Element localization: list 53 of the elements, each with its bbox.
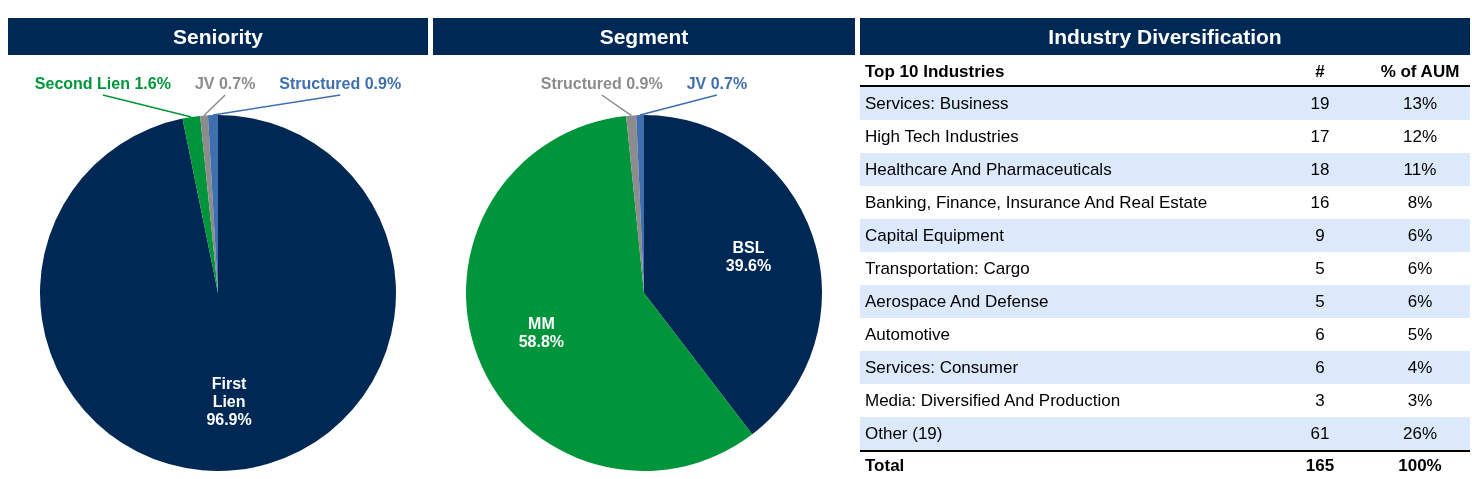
data-label: 6: [1314, 323, 1326, 346]
slice-label: Structured 0.9%: [540, 75, 663, 93]
data-label: 17: [1309, 125, 1331, 148]
data-label: 8%: [1406, 191, 1434, 214]
category-label: Aerospace And Defense: [860, 285, 1270, 318]
data-label: 19: [1270, 86, 1370, 120]
data-label: 12%: [1402, 125, 1438, 148]
data-label: 5%: [1406, 323, 1434, 346]
data-label: 96.9%: [206, 411, 252, 429]
category-label: Healthcare And Pharmaceuticals: [860, 153, 1270, 186]
data-label: 6: [1270, 351, 1370, 384]
text: Industry Diversification: [860, 18, 1470, 55]
data-label: 18: [1270, 153, 1370, 186]
category-label: Media: Diversified And Production: [864, 389, 1122, 412]
data-label: 6%: [1370, 219, 1470, 252]
data-label: 6%: [1370, 285, 1470, 318]
category-label: Transportation: Cargo: [864, 257, 1031, 280]
data-label: 13%: [1370, 86, 1470, 120]
category-label: Services: Consumer: [860, 351, 1270, 384]
category-label: Services: Business: [860, 86, 1270, 120]
category-label: High Tech Industries: [864, 125, 1020, 148]
data-label: 6%: [1406, 257, 1434, 280]
series-label: #: [1270, 59, 1370, 86]
data-label: 9: [1270, 219, 1370, 252]
data-label: 3%: [1406, 389, 1434, 412]
category-label: Automotive: [864, 323, 952, 346]
data-label: 61: [1270, 417, 1370, 451]
slice-label: BSL: [732, 238, 765, 256]
data-label: 5: [1270, 285, 1370, 318]
data-label: 26%: [1370, 417, 1470, 451]
data-label: 16: [1309, 191, 1331, 214]
category-label: Capital Equipment: [860, 219, 1270, 252]
data-label: 11%: [1370, 153, 1470, 186]
category-label: Total: [860, 451, 1270, 479]
data-label: 39.6%: [725, 256, 772, 274]
data-label: 100%: [1370, 451, 1470, 479]
data-label: 3: [1314, 389, 1326, 412]
category-label: Other (19): [860, 417, 1270, 451]
data-label: 165: [1270, 451, 1370, 479]
text: Top 10 Industries: [860, 59, 1270, 86]
category-label: Banking, Finance, Insurance And Real Estate: [864, 191, 1209, 214]
data-label: 58.8%: [518, 333, 565, 351]
slice-label: JV 0.7%: [686, 75, 748, 93]
slice-label: MM: [528, 315, 555, 333]
series-label: % of AUM: [1370, 59, 1470, 86]
chart-title: Segment: [433, 18, 855, 55]
slice-label: Second Lien 1.6%: [34, 75, 171, 93]
slice-label: JV 0.7%: [194, 75, 256, 93]
slice-label: First Lien: [211, 375, 248, 411]
data-label: 4%: [1370, 351, 1470, 384]
slice-label: Structured 0.9%: [279, 75, 402, 93]
chart-title: Seniority: [8, 18, 428, 55]
data-label: 5: [1314, 257, 1326, 280]
